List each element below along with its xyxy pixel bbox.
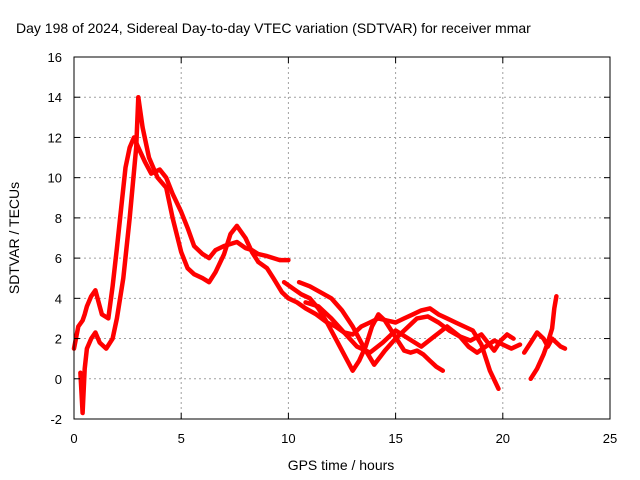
series-group: [71, 94, 568, 416]
y-tick-label: 10: [48, 171, 62, 186]
axis-ticks: 0 5 10 15 20 25 -2 0 2 4 6 8 10 12 14 16: [48, 50, 618, 446]
y-axis-label: SDTVAR / TECUs: [6, 182, 22, 294]
series-line-1: [71, 135, 291, 351]
y-tick-label: 16: [48, 50, 62, 65]
plot-frame: [73, 56, 611, 420]
y-tick-label: -2: [50, 412, 62, 427]
y-tick-label: 0: [55, 372, 62, 387]
series-line-7: [528, 294, 559, 382]
x-tick-label: 5: [178, 431, 185, 446]
x-tick-label: 25: [603, 431, 617, 446]
x-tick-label: 20: [496, 431, 510, 446]
y-tick-label: 8: [55, 211, 62, 226]
x-tick-label: 0: [70, 431, 77, 446]
chart-title: Day 198 of 2024, Sidereal Day-to-day VTE…: [16, 20, 531, 36]
y-tick-label: 12: [48, 130, 62, 145]
series-line-5: [303, 300, 523, 355]
y-tick-label: 4: [55, 291, 62, 306]
y-tick-label: 2: [55, 332, 62, 347]
x-tick-label: 15: [388, 431, 402, 446]
grid: [74, 57, 610, 419]
y-tick-label: 6: [55, 251, 62, 266]
y-tick-label: 14: [48, 90, 62, 105]
series-line-2: [78, 94, 501, 416]
x-tick-label: 10: [281, 431, 295, 446]
x-axis-label: GPS time / hours: [288, 457, 395, 473]
